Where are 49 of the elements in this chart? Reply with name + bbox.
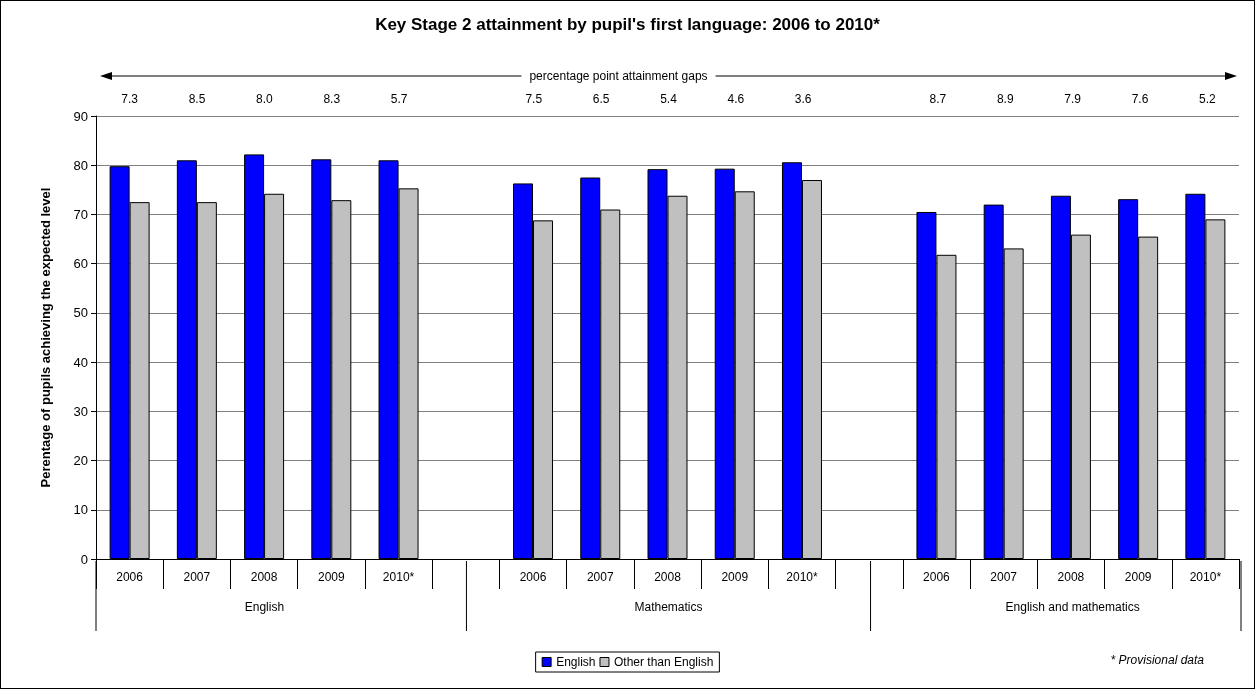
y-tick-label: 40 <box>73 354 88 370</box>
x-tick-label: 2006 <box>519 570 547 584</box>
text: 8.5 <box>188 92 206 106</box>
text: percentage point attainment gaps <box>529 69 708 83</box>
y-tick-label: 0 <box>80 551 88 567</box>
text: 8.0 <box>256 92 274 106</box>
y-tick-label: 70 <box>73 206 88 222</box>
x-tick-label: 2009 <box>721 570 749 584</box>
text: 8.3 <box>323 92 341 106</box>
y-tick-label: 20 <box>73 453 88 469</box>
text: English <box>244 600 285 614</box>
text: 7.6 <box>1131 92 1149 106</box>
text: 5.4 <box>660 92 678 106</box>
x-tick-label: 2007 <box>586 570 614 584</box>
y-tick-label: 10 <box>73 502 88 518</box>
x-tick-label: 2007 <box>990 570 1018 584</box>
x-tick-label: 2006 <box>116 570 144 584</box>
text: 8.7 <box>929 92 947 106</box>
y-tick-label: 60 <box>73 256 88 272</box>
x-tick-label: 2008 <box>250 570 278 584</box>
text: 6.5 <box>592 92 610 106</box>
text: 4.6 <box>727 92 745 106</box>
x-tick-label: 2009 <box>1124 570 1152 584</box>
x-tick-label: 2007 <box>183 570 211 584</box>
y-axis-title: Perentage of pupils achieving the expected level <box>38 187 53 488</box>
x-tick-label: 2008 <box>1057 570 1085 584</box>
x-tick-label: 2010* <box>382 570 415 584</box>
text: 7.9 <box>1064 92 1082 106</box>
x-tick-label: 2010* <box>786 570 818 584</box>
legend-label: Other than English <box>613 655 714 669</box>
text: 3.6 <box>794 92 812 106</box>
y-tick-label: 80 <box>73 157 88 173</box>
legend-label: English <box>556 655 596 669</box>
text: English and mathematics <box>1005 600 1140 614</box>
x-tick-label: 2009 <box>317 570 345 584</box>
chart-title: Key Stage 2 attainment by pupil's first language: 2006 to 2010* <box>375 15 881 34</box>
y-tick-label: 30 <box>73 403 88 419</box>
y-tick-label: 50 <box>73 305 88 321</box>
text: 5.7 <box>390 92 408 106</box>
y-tick-label: 90 <box>73 108 88 124</box>
x-tick-label: 2006 <box>923 570 951 584</box>
text: 8.9 <box>996 92 1014 106</box>
text: 7.3 <box>121 92 139 106</box>
text: Mathematics <box>634 600 703 614</box>
text: 7.5 <box>525 92 543 106</box>
x-tick-label: 2010* <box>1189 570 1222 584</box>
text: 5.2 <box>1198 92 1216 106</box>
x-tick-label: 2008 <box>654 570 682 584</box>
text: * Provisional data <box>1110 653 1205 667</box>
